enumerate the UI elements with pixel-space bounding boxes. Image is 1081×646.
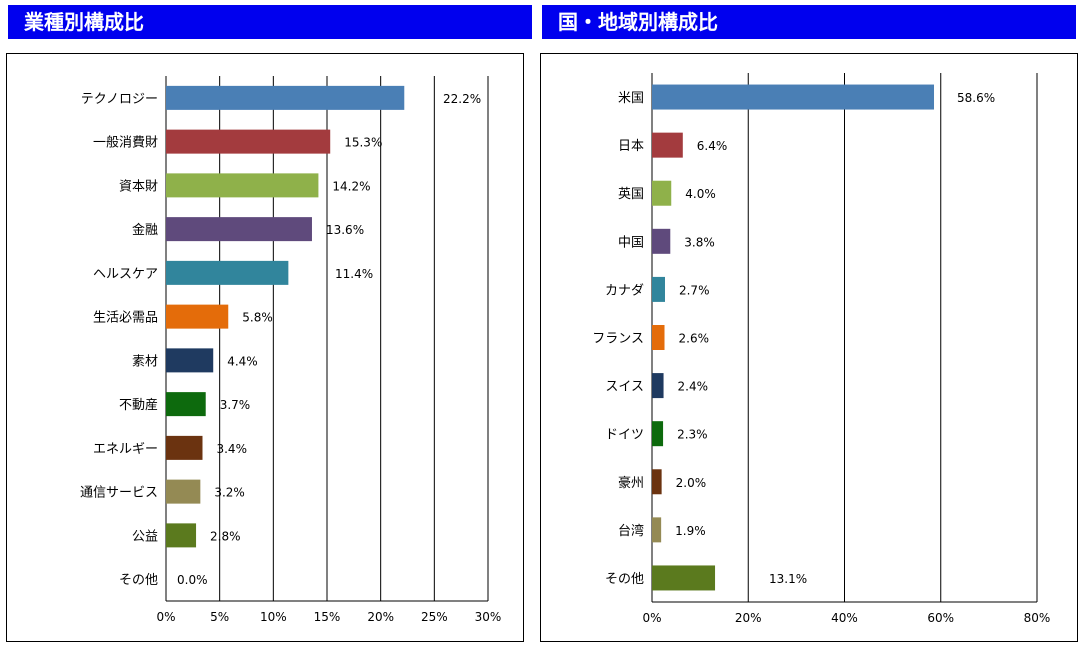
region-x-tick-label: 60% bbox=[927, 611, 954, 625]
industry-value-label: 3.4% bbox=[216, 442, 247, 456]
industry-x-tick-label: 15% bbox=[314, 610, 341, 624]
region-x-tick-label: 40% bbox=[831, 611, 858, 625]
industry-category-label: 通信サービス bbox=[80, 486, 158, 501]
region-value-label: 6.4% bbox=[697, 139, 728, 153]
region-bar bbox=[652, 325, 665, 350]
industry-x-tick-label: 0% bbox=[156, 610, 175, 624]
region-category-label: スイス bbox=[605, 380, 644, 395]
industry-category-label: その他 bbox=[119, 573, 158, 588]
region-category-label: 米国 bbox=[618, 91, 644, 106]
industry-value-label: 5.8% bbox=[242, 311, 273, 325]
region-category-label: 豪州 bbox=[618, 475, 644, 491]
industry-category-label: エネルギー bbox=[93, 442, 158, 457]
industry-category-label: 公益 bbox=[132, 529, 158, 544]
industry-bar bbox=[166, 260, 289, 285]
industry-value-label: 15.3% bbox=[344, 136, 382, 150]
industry-value-label: 3.2% bbox=[214, 486, 245, 500]
region-bar bbox=[652, 421, 664, 447]
industry-value-label: 3.7% bbox=[220, 398, 251, 412]
region-chart-title: 国・地域別構成比 bbox=[558, 10, 718, 34]
region-x-tick-label: 0% bbox=[642, 611, 661, 625]
industry-x-tick-label: 10% bbox=[260, 610, 287, 624]
region-bar bbox=[652, 373, 664, 399]
industry-bar bbox=[166, 348, 214, 373]
industry-value-label: 22.2% bbox=[443, 92, 481, 106]
region-category-label: 中国 bbox=[618, 235, 644, 250]
industry-value-label: 4.4% bbox=[227, 354, 258, 368]
industry-x-tick-label: 5% bbox=[210, 610, 229, 624]
region-value-label: 2.4% bbox=[678, 380, 709, 394]
industry-bar bbox=[166, 304, 229, 329]
region-value-label: 1.9% bbox=[675, 524, 706, 538]
industry-chart-frame: 0% 5% 10% 15% 20% 25% 30% テクノロジー 22.2% 一般消費財 15.3%… bbox=[6, 53, 524, 642]
industry-category-label: 素材 bbox=[132, 354, 158, 369]
industry-category-label: 資本財 bbox=[119, 179, 158, 194]
region-value-label: 4.0% bbox=[685, 187, 716, 201]
region-value-label: 2.7% bbox=[679, 283, 710, 297]
industry-bar bbox=[166, 85, 405, 110]
region-value-label: 13.1% bbox=[769, 572, 807, 586]
region-x-tick-label: 80% bbox=[1024, 611, 1051, 625]
industry-value-label: 0.0% bbox=[177, 573, 208, 587]
industry-value-label: 2.8% bbox=[210, 529, 241, 543]
industry-bar bbox=[166, 173, 319, 198]
region-category-label: 日本 bbox=[618, 139, 644, 154]
region-category-label: その他 bbox=[605, 572, 644, 587]
industry-x-tick-label: 25% bbox=[421, 610, 448, 624]
industry-category-label: ヘルスケア bbox=[93, 267, 158, 282]
region-bar bbox=[652, 180, 672, 206]
region-bar bbox=[652, 469, 662, 495]
region-panel-header: 国・地域別構成比 bbox=[542, 5, 1076, 39]
industry-bar bbox=[166, 392, 206, 417]
industry-bar bbox=[166, 129, 331, 154]
region-x-tick-label: 20% bbox=[735, 611, 762, 625]
industry-x-tick-label: 30% bbox=[475, 610, 502, 624]
region-bar-chart: 0% 20% 40% 60% 80% 米国 58.6% 日本 6.4% 英国 4.0% 中国 3.8% カ… bbox=[592, 73, 1051, 625]
region-value-label: 58.6% bbox=[957, 91, 995, 105]
industry-bar-chart: 0% 5% 10% 15% 20% 25% 30% テクノロジー 22.2% 一般消費財 15.3%… bbox=[80, 76, 502, 624]
industry-value-label: 14.2% bbox=[332, 179, 370, 193]
region-bar bbox=[652, 565, 716, 591]
region-bar bbox=[652, 84, 935, 110]
region-bar bbox=[652, 517, 662, 543]
industry-category-label: 一般消費財 bbox=[93, 135, 158, 151]
industry-category-label: テクノロジー bbox=[81, 92, 158, 107]
region-value-label: 3.8% bbox=[684, 235, 715, 249]
industry-bar bbox=[166, 523, 197, 548]
region-category-label: ドイツ bbox=[605, 428, 644, 443]
industry-chart-title: 業種別構成比 bbox=[24, 10, 144, 34]
region-value-label: 2.0% bbox=[676, 476, 707, 490]
region-category-label: フランス bbox=[592, 332, 644, 347]
industry-value-label: 11.4% bbox=[335, 267, 373, 281]
industry-category-label: 生活必需品 bbox=[93, 311, 158, 326]
region-chart-frame: 0% 20% 40% 60% 80% 米国 58.6% 日本 6.4% 英国 4.0% 中国 3.8% カ… bbox=[540, 53, 1078, 642]
region-value-label: 2.3% bbox=[677, 428, 708, 442]
region-bar bbox=[652, 276, 665, 302]
industry-category-label: 不動産 bbox=[119, 397, 158, 413]
industry-value-label: 13.6% bbox=[326, 223, 364, 237]
industry-bar bbox=[166, 479, 201, 504]
industry-bar bbox=[166, 217, 312, 242]
industry-bar bbox=[166, 435, 203, 460]
region-value-label: 2.6% bbox=[679, 332, 710, 346]
industry-panel-header: 業種別構成比 bbox=[8, 5, 532, 39]
region-category-label: 台湾 bbox=[618, 523, 644, 539]
region-bar bbox=[652, 132, 683, 158]
industry-category-label: 金融 bbox=[132, 222, 158, 238]
industry-x-tick-label: 20% bbox=[367, 610, 394, 624]
region-category-label: 英国 bbox=[618, 187, 644, 202]
region-bar bbox=[652, 228, 671, 254]
region-category-label: カナダ bbox=[605, 283, 644, 298]
